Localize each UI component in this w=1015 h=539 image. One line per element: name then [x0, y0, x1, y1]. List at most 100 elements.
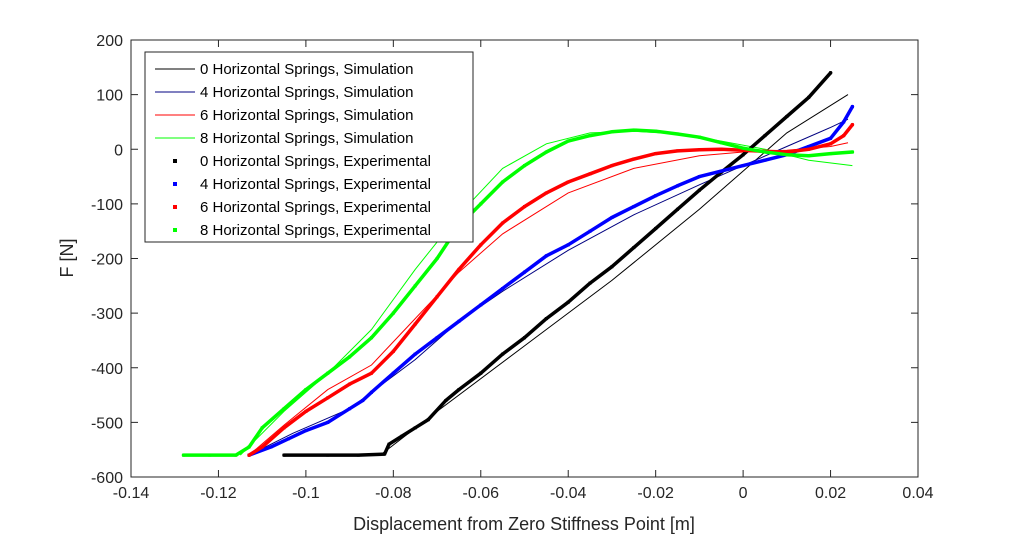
x-tick-label: 0: [739, 485, 748, 502]
data-point: [435, 257, 439, 260]
data-point: [829, 71, 833, 75]
data-point: [391, 371, 395, 375]
data-point: [523, 164, 526, 168]
data-point: [457, 267, 461, 271]
data-point: [391, 311, 395, 315]
data-point: [326, 420, 330, 424]
data-point: [588, 134, 592, 138]
data-point: [369, 390, 373, 394]
data-point: [413, 352, 417, 356]
data-point: [544, 150, 548, 154]
legend-label: 4 Horizontal Springs, Simulation: [200, 84, 413, 101]
data-point: [400, 434, 404, 438]
data-point: [304, 429, 308, 433]
x-tick-label: 0.02: [815, 485, 846, 502]
data-point: [719, 147, 723, 151]
data-point: [413, 284, 417, 288]
data-point: [426, 418, 430, 422]
data-point: [356, 453, 360, 457]
data-point: [566, 243, 570, 247]
data-point: [208, 453, 212, 457]
data-point: [741, 148, 745, 152]
data-point: [610, 216, 614, 220]
data-point: [369, 336, 373, 340]
data-point: [807, 147, 811, 151]
y-tick-label: -400: [91, 361, 123, 378]
data-point: [850, 123, 854, 127]
data-point: [741, 153, 745, 157]
data-point: [501, 287, 505, 291]
data-point: [348, 355, 352, 359]
data-point: [247, 445, 251, 449]
data-point: [260, 426, 264, 430]
y-tick-label: -600: [91, 470, 123, 487]
ticks-layer: -0.14 -0.12 -0.1 -0.08 -0.06 -0.04 -0.02 0 0.02 0…: [91, 33, 934, 502]
data-point: [369, 371, 373, 375]
legend-swatch-marker: [173, 182, 177, 186]
data-point: [676, 184, 680, 188]
data-point: [479, 303, 483, 307]
y-tick-label: 200: [96, 33, 123, 50]
x-tick-label: -0.04: [550, 485, 587, 502]
data-point: [304, 388, 308, 392]
series-line-0-horizontal-springs-simulation: [379, 94, 849, 456]
data-point: [741, 164, 745, 168]
data-point: [632, 128, 636, 132]
data-point: [479, 243, 483, 247]
data-point: [763, 158, 767, 162]
x-tick-label: -0.1: [292, 485, 320, 502]
x-axis-label: Displacement from Zero Stiffness Point […: [353, 514, 695, 534]
data-point: [326, 453, 330, 457]
legend-label: 8 Horizontal Springs, Simulation: [200, 130, 413, 147]
data-point: [304, 409, 308, 413]
data-point: [501, 180, 505, 184]
data-point: [282, 426, 286, 430]
data-point: [588, 172, 592, 176]
data-point: [632, 157, 636, 161]
data-point: [326, 371, 330, 375]
data-point: [697, 188, 701, 192]
legend-label: 6 Horizontal Springs, Experimental: [200, 199, 431, 216]
legend-label: 0 Horizontal Springs, Simulation: [200, 61, 413, 78]
legend-label: 8 Horizontal Springs, Experimental: [200, 222, 431, 239]
data-point: [785, 150, 789, 154]
data-point: [829, 142, 833, 146]
legend-box: [144, 51, 474, 243]
data-point: [719, 169, 723, 173]
data-point: [457, 388, 461, 392]
x-tick-label: -0.14: [113, 485, 150, 502]
x-tick-label: -0.12: [200, 485, 237, 502]
data-point: [501, 221, 505, 225]
data-point: [326, 396, 330, 400]
y-tick-label: -200: [91, 252, 123, 269]
data-point: [654, 226, 658, 230]
legend-swatch-marker: [173, 205, 177, 209]
data-point: [785, 153, 789, 157]
data-point: [566, 300, 570, 304]
data-point: [523, 205, 526, 209]
series-layer: [181, 71, 855, 457]
data-point: [457, 319, 461, 323]
legend: 0 Horizontal Springs, Simulation 4 Horizo…: [144, 51, 474, 243]
y-tick-label: -300: [91, 306, 123, 323]
data-point: [435, 295, 439, 299]
data-point: [444, 399, 448, 403]
data-point: [286, 437, 290, 441]
data-point: [566, 139, 570, 143]
legend-swatch-marker: [173, 159, 177, 163]
data-point: [479, 371, 483, 375]
y-tick-label: 0: [114, 142, 123, 159]
data-point: [588, 229, 592, 233]
data-point: [361, 399, 365, 403]
data-point: [566, 180, 570, 184]
data-point: [479, 202, 483, 206]
data-point: [676, 149, 680, 153]
data-point: [654, 129, 658, 133]
x-tick-label: -0.02: [637, 485, 674, 502]
x-tick-label: -0.08: [375, 485, 412, 502]
x-tick-label: 0.04: [902, 485, 933, 502]
data-point: [588, 281, 592, 285]
data-point: [610, 130, 614, 134]
data-point: [610, 265, 614, 269]
data-point: [435, 336, 439, 340]
